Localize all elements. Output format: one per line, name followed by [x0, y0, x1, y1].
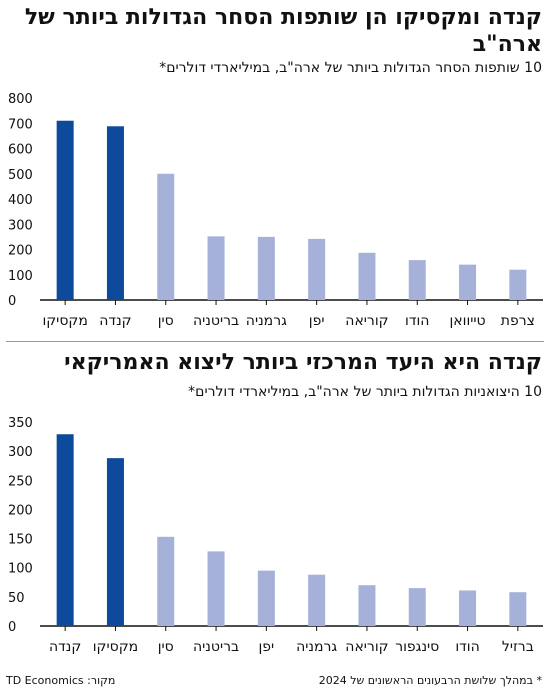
chart2-ytick: 150: [8, 533, 33, 548]
chart2-subtitle: 10 היצואניות הגדולות ביותר של ארה"ב, במי…: [188, 384, 542, 400]
chart2-bar: [257, 570, 275, 626]
chart1-subtitle: 10 שותפות הסחר הגדולות ביותר של ארה"ב, ב…: [159, 60, 542, 76]
chart1-ytick: 800: [8, 92, 33, 107]
chart2-bar: [459, 590, 477, 626]
chart2-bar: [207, 551, 225, 626]
chart1-ytick: 400: [8, 193, 33, 208]
chart1-category-label: מקסיקו: [42, 313, 87, 329]
chart1-ytick: 700: [8, 117, 33, 132]
chart1-bar: [308, 238, 326, 300]
chart2-category-label: קוריאה: [345, 639, 388, 655]
chart2-bar: [308, 574, 326, 626]
chart1-ytick: 500: [8, 168, 33, 183]
chart2-plot: 0 50 100 150 200 250 300 350 קנדה מקסיקו סין בריטני…: [8, 416, 543, 655]
chart2-ytick: 250: [8, 474, 33, 489]
chart2-category-label: גרמניה: [296, 639, 337, 655]
chart2-bar: [408, 588, 426, 626]
chart1-bar: [408, 260, 426, 300]
chart1-bar: [358, 252, 376, 300]
chart2-title: קנדה היא היעד המרכזי ביותר ליצוא האמריקא…: [64, 350, 542, 375]
chart2-bar: [106, 458, 124, 626]
chart1-category-label: בריטניה: [193, 313, 239, 329]
chart2-ytick: 200: [8, 503, 33, 518]
chart2-bar: [157, 536, 175, 626]
chart2-category-label: סין: [158, 639, 174, 655]
chart1-ytick: 600: [8, 143, 33, 158]
chart1-bar: [509, 269, 527, 300]
chart1-category-label: צרפת: [501, 313, 535, 329]
chart1-bar: [207, 236, 225, 300]
chart2-category-label: קנדה: [49, 639, 81, 655]
source-credit: מקור: TD Economics: [6, 674, 116, 687]
chart1-category-label: יפן: [309, 313, 325, 329]
chart2-ytick: 300: [8, 445, 33, 460]
chart2-ytick: 50: [8, 591, 25, 606]
footnote: * במהלך שלושת הרבעונים הראשונים של 2024: [318, 674, 542, 687]
chart1-bar: [459, 264, 477, 300]
chart2-bar: [56, 434, 74, 626]
chart1-plot: 0 100 200 300 400 500 600 700 800 מקסיקו קנדה סין בר…: [8, 92, 543, 329]
chart1-category-label: קנדה: [99, 313, 131, 329]
chart2-ytick: 100: [8, 562, 33, 577]
chart1-bar: [157, 173, 175, 300]
chart1-category-label: הודו: [405, 313, 429, 329]
chart1-bar: [257, 236, 275, 300]
chart1-ytick: 0: [8, 294, 16, 309]
chart2-category-label: סינגפור: [395, 639, 439, 655]
chart2-ytick: 350: [8, 416, 33, 431]
chart2-category-label: בריטניה: [193, 639, 239, 655]
chart1-title: קנדה ומקסיקו הן שותפות הסחר הגדולות ביות…: [24, 5, 542, 57]
chart2-category-label: מקסיקו: [93, 639, 138, 655]
chart1-bar: [56, 120, 74, 300]
chart2-bar: [358, 585, 376, 626]
section-divider: [6, 341, 544, 342]
chart1-ytick: 100: [8, 269, 33, 284]
chart1-ytick: 300: [8, 218, 33, 233]
chart1-ytick: 200: [8, 244, 33, 259]
chart1-category-label: קוריאה: [345, 313, 388, 329]
chart2-category-label: יפן: [258, 639, 274, 655]
chart1-category-label: גרמניה: [246, 313, 287, 329]
chart1-category-label: טייוואן: [449, 313, 485, 329]
chart2-category-label: ברזיל: [502, 639, 534, 655]
chart1-bar: [106, 126, 124, 300]
chart2-bar: [509, 592, 527, 626]
chart2-category-label: הודו: [455, 639, 479, 655]
chart1-category-label: סין: [158, 313, 174, 329]
chart2-ytick: 0: [8, 620, 16, 635]
